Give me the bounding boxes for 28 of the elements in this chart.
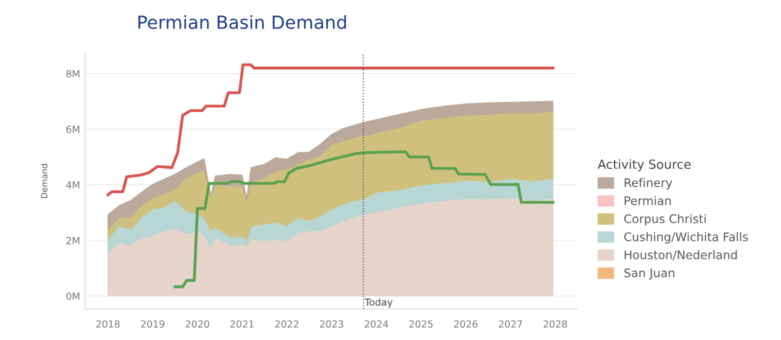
chart-title: Permian Basin Demand [138,15,346,30]
legend-label: Corpus Christi [624,214,706,226]
line-series [174,150,554,288]
ref-line-label: Today [364,298,393,308]
legend-label: Houston/Nederland [624,250,737,260]
x-tick-label: 2028 [544,320,567,328]
legend-label: Cushing/Wichita Falls [624,232,748,244]
legend-label: San Juan [624,268,674,280]
legend-label: Permian [624,196,671,206]
line-series [106,63,554,196]
x-tick-label: 2023 [320,320,344,328]
y-axis-title: Demand [40,164,48,198]
y-tick-label: 2M [66,236,80,244]
y-tick-label: 4M [66,181,80,188]
x-tick-label: 2019 [141,320,164,328]
y-tick-label: 6M [66,126,80,134]
x-tick-label: 2022 [275,320,298,328]
legend-title: Activity Source [598,159,691,172]
x-tick-label: 2025 [409,320,433,328]
x-tick-label: 2021 [230,320,254,328]
y-tick-label: 0M [66,292,80,300]
y-tick-label: 8M [66,70,80,78]
legend-label: Refinery [624,178,672,190]
x-tick-label: 2027 [498,320,522,328]
x-tick-label: 2020 [186,320,210,328]
x-tick-label: 2026 [454,320,478,328]
x-tick-label: 2018 [96,320,120,328]
x-tick-label: 2024 [364,320,388,328]
